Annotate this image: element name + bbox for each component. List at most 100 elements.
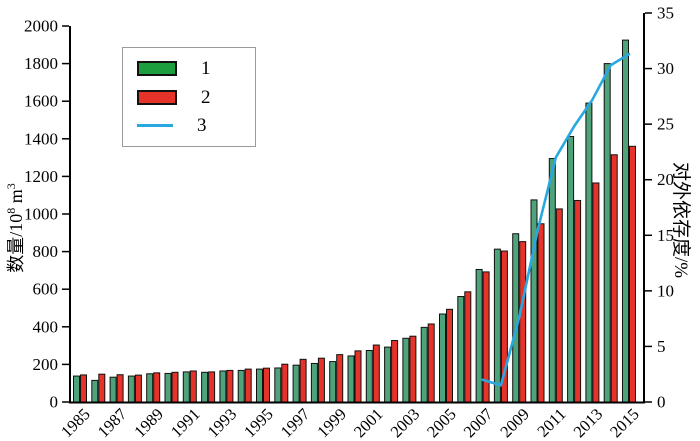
bar-series2-1996 <box>281 363 289 403</box>
y-left-label-base: 数量/10 <box>6 213 26 273</box>
bar-series2-2000 <box>354 350 362 403</box>
y-left-label-unit: m <box>6 189 26 208</box>
dependence-line <box>481 52 631 387</box>
bar-series2-2003 <box>409 335 417 403</box>
bars <box>73 39 636 403</box>
bar-series2-2012 <box>574 199 582 403</box>
bar-series2-1998 <box>317 357 325 403</box>
right-tick-label: 20 <box>657 170 674 189</box>
bar-series1-2008 <box>493 248 501 403</box>
bar-series1-1986 <box>91 379 99 403</box>
x-tick-label: 2005 <box>423 404 460 441</box>
y-left-label-unit-sup: 3 <box>4 183 18 190</box>
left-tick-label: 400 <box>33 317 59 336</box>
left-tick-label: 1800 <box>24 54 58 73</box>
bar-series1-2015 <box>622 39 629 403</box>
bar-series2-2015 <box>629 145 636 403</box>
bar-series1-2002 <box>384 346 392 403</box>
bar-series2-1987 <box>116 374 124 403</box>
bar-series2-1997 <box>299 358 307 403</box>
bar-series1-1994 <box>237 369 245 403</box>
right-tick-label: 30 <box>657 59 674 78</box>
bar-series2-1990 <box>171 371 179 403</box>
bar-series1-1985 <box>73 375 80 403</box>
bar-series2-2004 <box>427 323 435 403</box>
y-axis-title-right: 对外依存度/% <box>670 161 691 279</box>
bar-series1-1996 <box>274 367 282 403</box>
bar-series1-1999 <box>329 361 337 403</box>
bar-series2-2014 <box>610 154 618 403</box>
legend-item-1: 1 <box>137 59 247 78</box>
legend-swatch-line-blue <box>137 124 173 127</box>
bar-series1-1997 <box>292 364 300 403</box>
bar-series2-1993 <box>226 369 234 403</box>
bar-series2-1988 <box>134 374 142 403</box>
left-tick-label: 800 <box>33 242 59 261</box>
bar-series1-2001 <box>365 349 373 403</box>
right-tick-label: 0 <box>657 393 666 412</box>
bar-series1-1992 <box>201 371 209 403</box>
x-tick-label: 1991 <box>167 404 204 441</box>
legend-item-2: 2 <box>137 88 247 107</box>
bar-series1-2007 <box>475 268 483 403</box>
bar-series1-2013 <box>585 102 593 403</box>
left-tick-label: 1600 <box>24 92 58 111</box>
bar-series1-1993 <box>219 370 227 403</box>
bar-series1-2010 <box>530 199 538 403</box>
left-tick-label: 600 <box>33 280 59 299</box>
x-tick-label: 2011 <box>533 404 569 440</box>
right-tick-label: 15 <box>657 226 674 245</box>
bar-series1-1991 <box>182 371 190 403</box>
legend-item-3: 3 <box>137 116 247 135</box>
bar-series2-2013 <box>592 182 600 403</box>
left-tick-label: 1000 <box>24 205 58 224</box>
legend-swatch-bar-green <box>137 61 177 76</box>
bar-series2-1995 <box>263 367 270 403</box>
bar-series1-2011 <box>548 158 556 403</box>
bar-series1-2005 <box>439 313 446 403</box>
legend-label-2: 2 <box>201 86 211 108</box>
legend-swatch-bar-red <box>137 89 177 105</box>
x-tick-label: 2015 <box>606 404 643 441</box>
bar-series1-1988 <box>127 375 135 403</box>
bar-series2-1999 <box>336 354 344 403</box>
x-tick-label: 2003 <box>386 404 423 441</box>
bar-series2-1985 <box>80 374 87 403</box>
legend-label-3: 3 <box>197 115 207 136</box>
bar-series2-1989 <box>153 372 161 403</box>
bar-series1-2006 <box>457 296 465 403</box>
bar-series2-1994 <box>244 368 252 403</box>
bar-series2-2006 <box>464 291 472 403</box>
bar-series2-2009 <box>519 241 527 403</box>
bar-series1-1987 <box>109 376 117 403</box>
bar-series2-2011 <box>555 208 563 403</box>
x-tick-label: 2001 <box>350 404 387 441</box>
x-tick-label: 1997 <box>277 404 314 441</box>
bar-series2-2010 <box>537 223 545 403</box>
y-axis-title-left: 数量/108 m3 <box>2 143 28 313</box>
x-tick-label: 1999 <box>313 404 350 441</box>
left-tick-label: 1200 <box>24 167 58 186</box>
bar-series1-1998 <box>310 362 318 403</box>
x-tick-label: 1995 <box>240 404 277 441</box>
bar-series1-2004 <box>420 326 428 403</box>
bar-series2-2002 <box>391 340 399 403</box>
bar-series1-2000 <box>347 355 355 403</box>
bar-series1-1989 <box>146 373 154 403</box>
y-left-label-sup: 8 <box>4 207 18 214</box>
x-tick-label: 1985 <box>57 404 94 441</box>
right-tick-label: 10 <box>657 281 674 300</box>
legend-label-1: 1 <box>201 58 211 79</box>
bar-series2-1992 <box>208 371 216 403</box>
right-tick-label: 35 <box>657 4 674 23</box>
bar-series2-2005 <box>446 308 453 403</box>
bar-series1-2014 <box>603 63 611 403</box>
x-tick-label: 2009 <box>496 404 533 441</box>
bar-series2-2001 <box>372 344 380 403</box>
bar-series1-2012 <box>567 136 575 403</box>
right-tick-label: 5 <box>657 337 666 356</box>
x-tick-label: 1989 <box>130 404 167 441</box>
x-tick-label: 2007 <box>460 404 497 441</box>
